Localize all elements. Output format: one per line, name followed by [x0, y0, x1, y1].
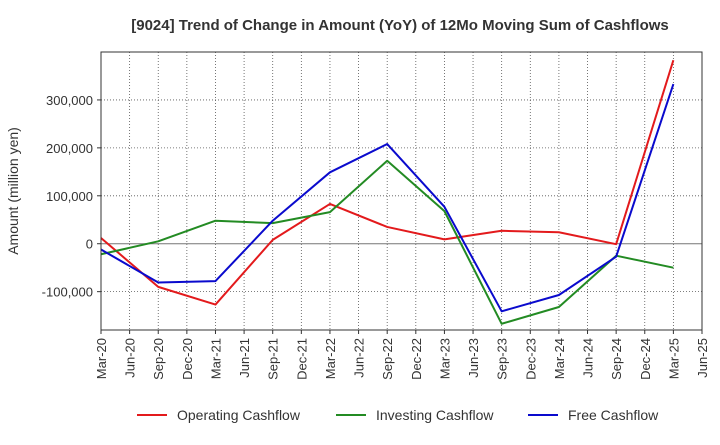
x-tick-label: Mar-23	[437, 338, 452, 379]
series-line-free-cashflow	[100, 83, 675, 313]
x-tick-label: Dec-20	[180, 338, 195, 380]
x-tick-label: Dec-21	[294, 338, 309, 380]
x-tick-label: Jun-22	[352, 338, 367, 378]
y-tick-label: -100,000	[42, 285, 93, 300]
legend-label-free-cashflow: Free Cashflow	[568, 407, 659, 423]
y-tick-label: 0	[86, 237, 93, 252]
plot-frame	[100, 51, 703, 331]
x-tick-label: Sep-21	[266, 338, 281, 380]
x-tick-label: Jun-20	[123, 338, 138, 378]
x-tick-label: Mar-21	[208, 338, 223, 379]
x-axis-ticks: Mar-20 Jun-20 Sep-20 Dec-20 Mar-21 Jun-21 Sep-…	[94, 330, 710, 380]
series-line-operating-cashflow	[100, 59, 675, 306]
x-tick-label: Jun-25	[695, 338, 710, 378]
series-line-investing-cashflow	[100, 159, 674, 325]
x-tick-label: Jun-24	[581, 338, 596, 378]
grid	[101, 52, 702, 330]
y-tick-label: 100,000	[46, 189, 93, 204]
x-tick-label: Sep-20	[151, 338, 166, 380]
x-tick-label: Jun-23	[466, 338, 481, 378]
legend-label-investing-cashflow: Investing Cashflow	[376, 407, 494, 423]
y-tick-label: 300,000	[46, 93, 93, 108]
y-tick-label: 200,000	[46, 141, 93, 156]
series-lines	[100, 59, 675, 325]
x-tick-label: Mar-24	[552, 338, 567, 379]
y-axis-ticks: -100,000 0 100,000 200,000 300,000	[42, 93, 101, 300]
x-tick-label: Sep-22	[380, 338, 395, 380]
x-tick-label: Sep-23	[495, 338, 510, 380]
x-tick-label: Mar-22	[323, 338, 338, 379]
x-tick-label: Mar-25	[666, 338, 681, 379]
x-tick-label: Dec-24	[638, 338, 653, 380]
y-axis-label: Amount (million yen)	[5, 127, 21, 255]
x-tick-label: Dec-22	[409, 338, 424, 380]
legend-label-operating-cashflow: Operating Cashflow	[177, 407, 301, 423]
x-tick-label: Sep-24	[609, 338, 624, 380]
chart-title: [9024] Trend of Change in Amount (YoY) o…	[131, 17, 669, 34]
x-tick-label: Dec-23	[523, 338, 538, 380]
x-tick-label: Jun-21	[237, 338, 252, 378]
x-tick-label: Mar-20	[94, 338, 109, 379]
legend: Operating Cashflow Investing Cashflow Free…	[137, 407, 659, 423]
